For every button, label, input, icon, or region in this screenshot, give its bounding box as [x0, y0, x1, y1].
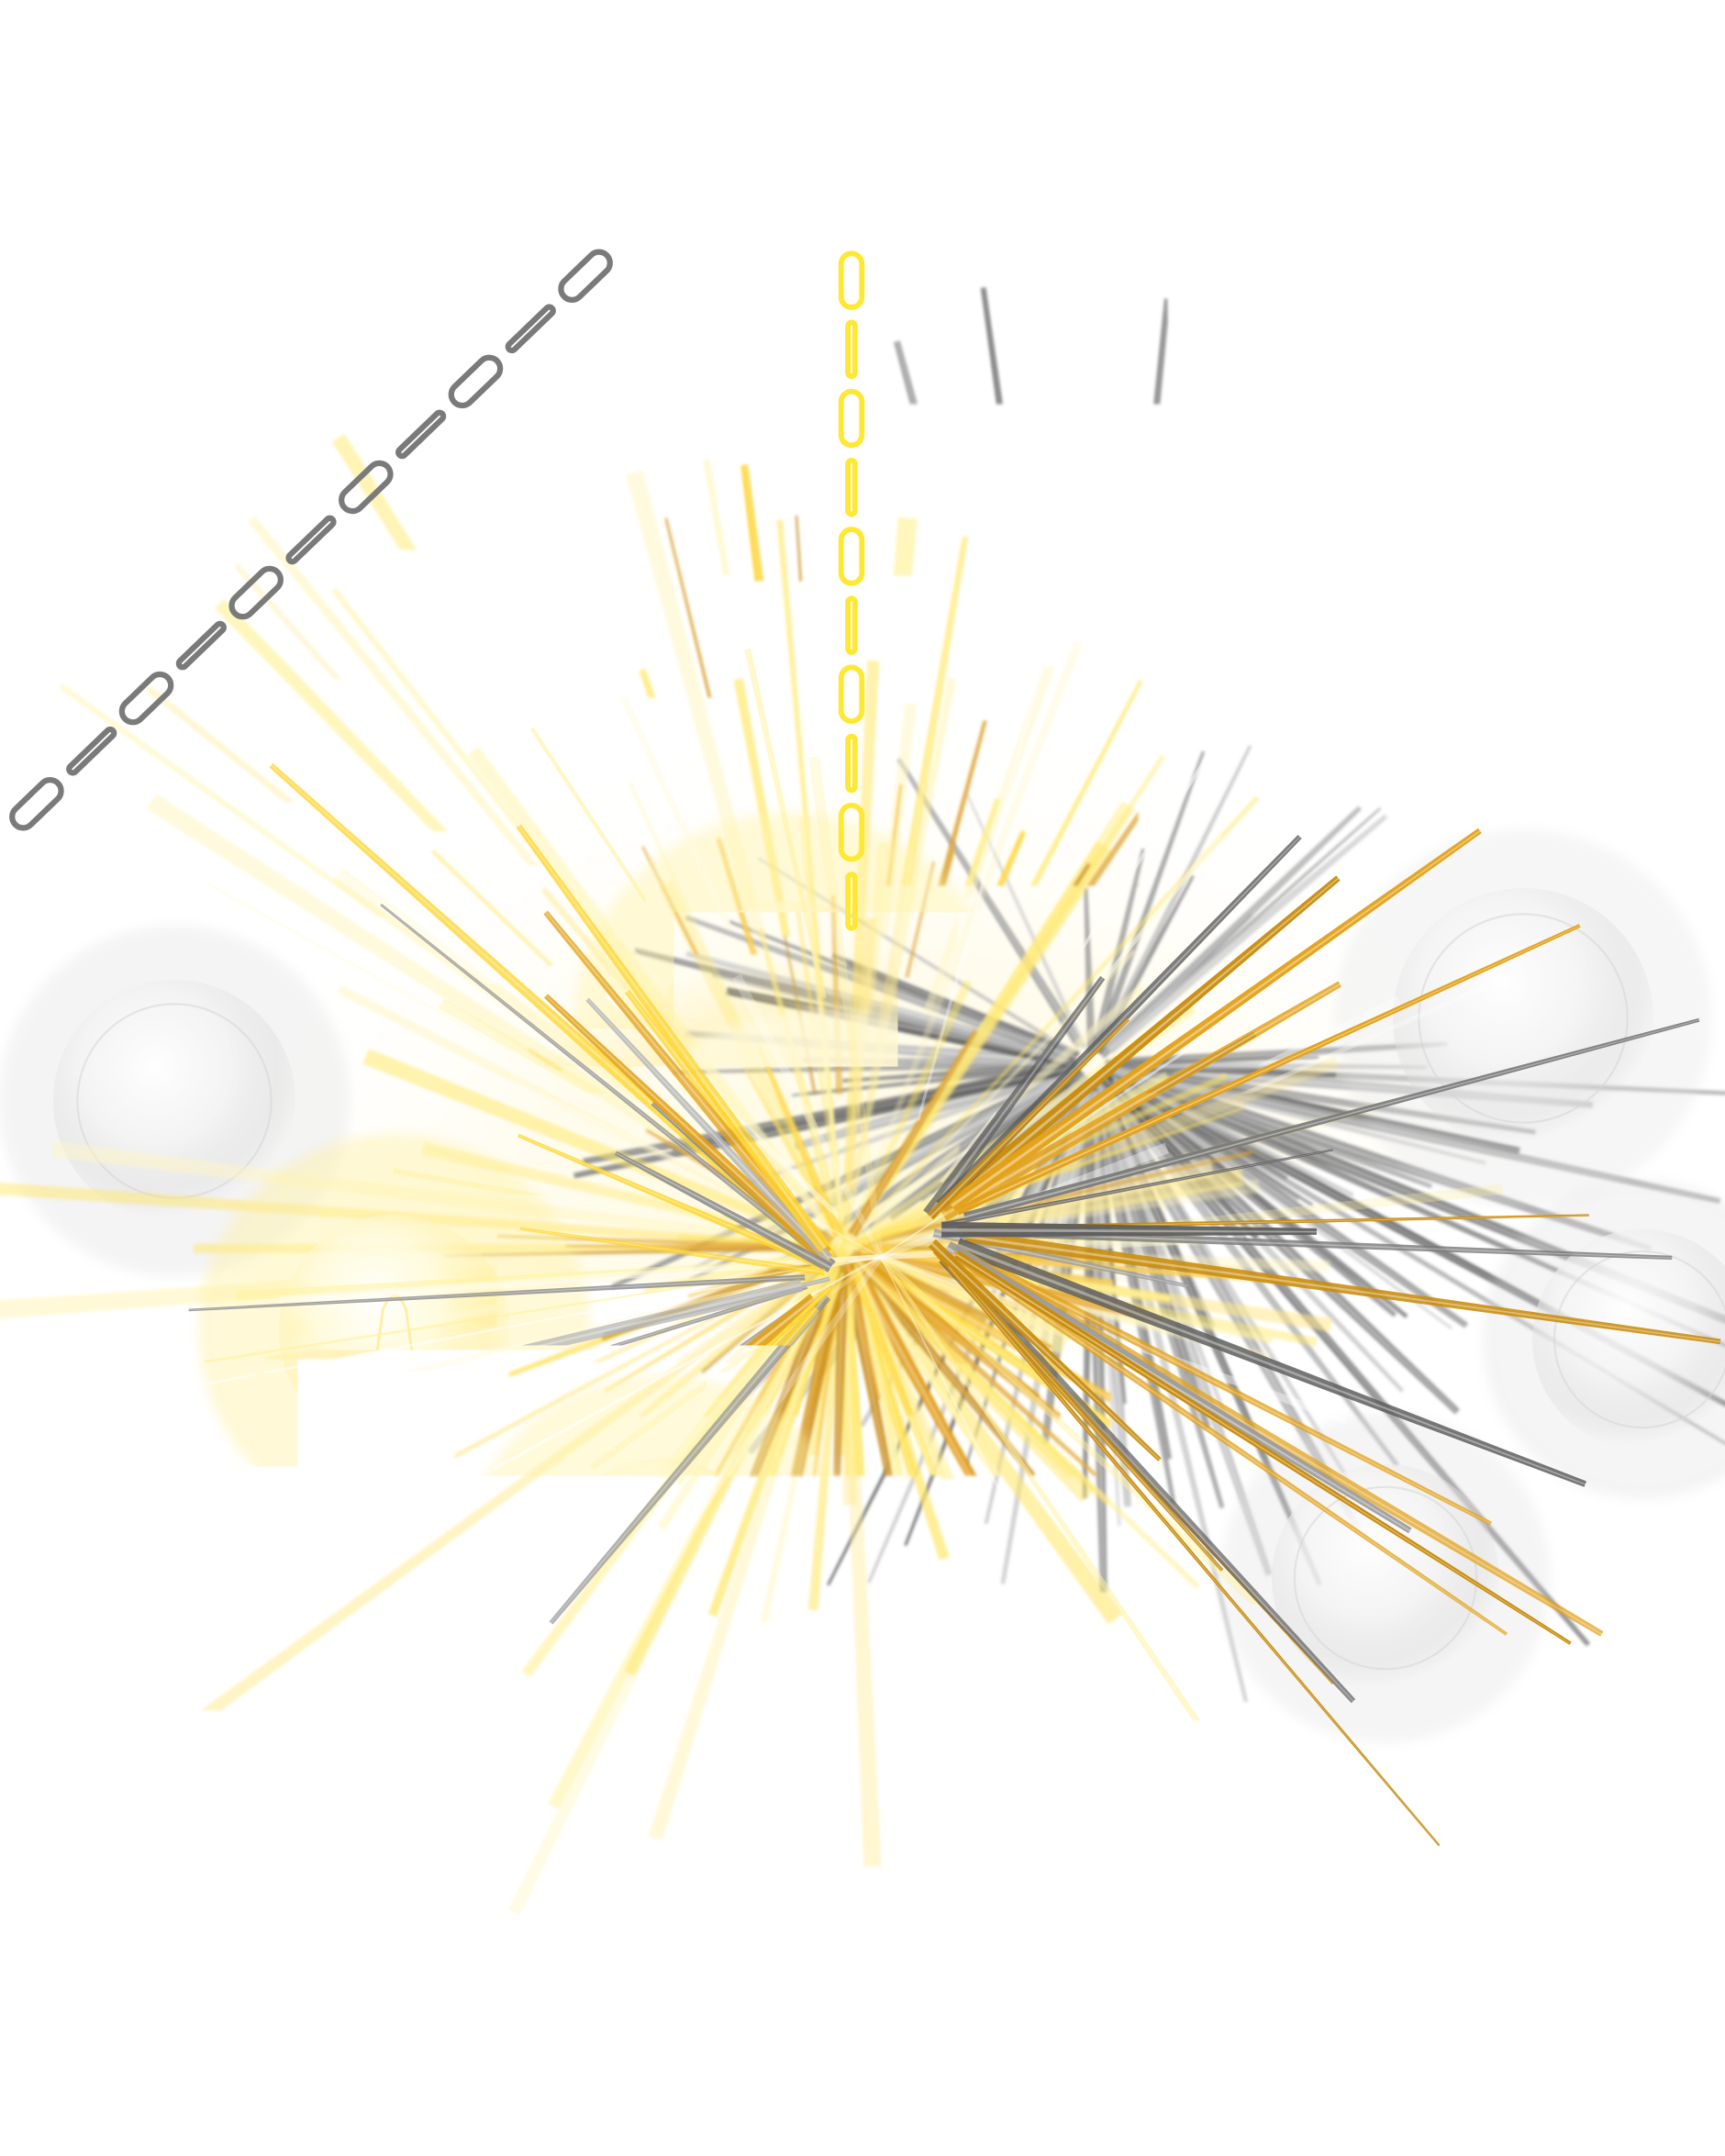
bulb-chrome-left	[53, 980, 295, 1222]
horizontal-scrollbar[interactable]	[1305, 2137, 1725, 2147]
product-image-canvas: Sputnik Chandelier Product Photo Two ove…	[0, 0, 1725, 2156]
bottom-bar-backdrop	[1305, 2147, 1725, 2156]
bulb-chrome-upper	[1393, 888, 1653, 1149]
chandelier-illustration	[0, 0, 1725, 2156]
